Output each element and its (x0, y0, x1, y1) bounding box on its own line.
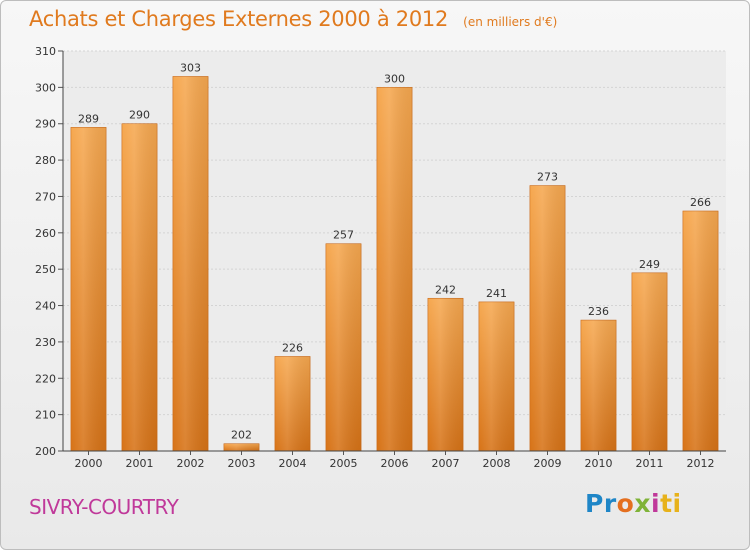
logo-part-5: ti (660, 489, 682, 518)
y-tick-label: 280 (35, 154, 56, 167)
bar-shine-2009 (529, 185, 566, 451)
y-tick-label: 220 (35, 372, 56, 385)
logo-part-1: Pr (585, 489, 617, 518)
bar-shine-2006 (376, 87, 413, 451)
y-tick-label: 310 (35, 45, 56, 58)
data-label-2005: 257 (333, 229, 354, 242)
commune-name: SIVRY-COURTRY (29, 495, 179, 519)
data-label-2010: 236 (588, 305, 609, 318)
y-tick-label: 230 (35, 336, 56, 349)
data-label-2011: 249 (639, 258, 660, 271)
x-tick-label-2000: 2000 (75, 457, 103, 470)
bar-shine-2012 (682, 211, 719, 451)
x-tick-label-2005: 2005 (330, 457, 358, 470)
x-tick-label-2001: 2001 (126, 457, 154, 470)
x-tick-label-2007: 2007 (432, 457, 460, 470)
x-tick-label-2006: 2006 (381, 457, 409, 470)
bar-shine-2000 (70, 127, 107, 451)
y-tick-label: 200 (35, 445, 56, 458)
y-tick-label: 270 (35, 190, 56, 203)
logo-part-2: o (616, 489, 635, 518)
logo-part-3: x (634, 489, 651, 518)
data-label-2000: 289 (78, 112, 99, 125)
x-tick-label-2011: 2011 (636, 457, 664, 470)
y-tick-label: 290 (35, 118, 56, 131)
data-label-2001: 290 (129, 109, 150, 122)
data-label-2009: 273 (537, 171, 558, 184)
data-label-2012: 266 (690, 196, 711, 209)
data-label-2007: 242 (435, 283, 456, 296)
data-label-2003: 202 (231, 429, 252, 442)
bar-shine-2002 (172, 76, 209, 452)
bar-shine-2008 (478, 301, 515, 451)
y-tick-label: 240 (35, 300, 56, 313)
bar-shine-2004 (274, 356, 311, 451)
y-tick-label: 210 (35, 409, 56, 422)
y-tick-label: 250 (35, 263, 56, 276)
y-tick-label: 300 (35, 81, 56, 94)
bar-shine-2001 (121, 123, 158, 452)
x-tick-label-2009: 2009 (534, 457, 562, 470)
bar-shine-2003 (223, 443, 260, 451)
data-label-2004: 226 (282, 341, 303, 354)
bars: 289 290 303 202 226 257 300 242 241 273 236 249 266 (70, 61, 719, 452)
data-label-2002: 303 (180, 61, 201, 74)
x-tick-label-2010: 2010 (585, 457, 613, 470)
bar-shine-2005 (325, 243, 362, 451)
x-tick-label-2003: 2003 (228, 457, 256, 470)
bar-shine-2007 (427, 298, 464, 451)
y-tick-label: 260 (35, 227, 56, 240)
bar-shine-2011 (631, 272, 668, 451)
chart-subtitle: (en milliers d'€) (463, 15, 558, 29)
x-tick-label-2008: 2008 (483, 457, 511, 470)
data-label-2008: 241 (486, 287, 507, 300)
x-tick-label-2002: 2002 (177, 457, 205, 470)
logo-part-4: i (650, 489, 661, 518)
x-tick-label-2012: 2012 (687, 457, 715, 470)
data-label-2006: 300 (384, 72, 405, 85)
chart-title: Achats et Charges Externes 2000 à 2012 (29, 7, 449, 31)
title-row: Achats et Charges Externes 2000 à 2012 (… (29, 7, 557, 31)
proxiti-logo: Proxiti (585, 489, 682, 518)
bar-shine-2010 (580, 320, 617, 451)
axes: 200 210 220 230 240 250 260 270 280 290 300 310 2000… (35, 45, 726, 470)
x-tick-label-2004: 2004 (279, 457, 307, 470)
